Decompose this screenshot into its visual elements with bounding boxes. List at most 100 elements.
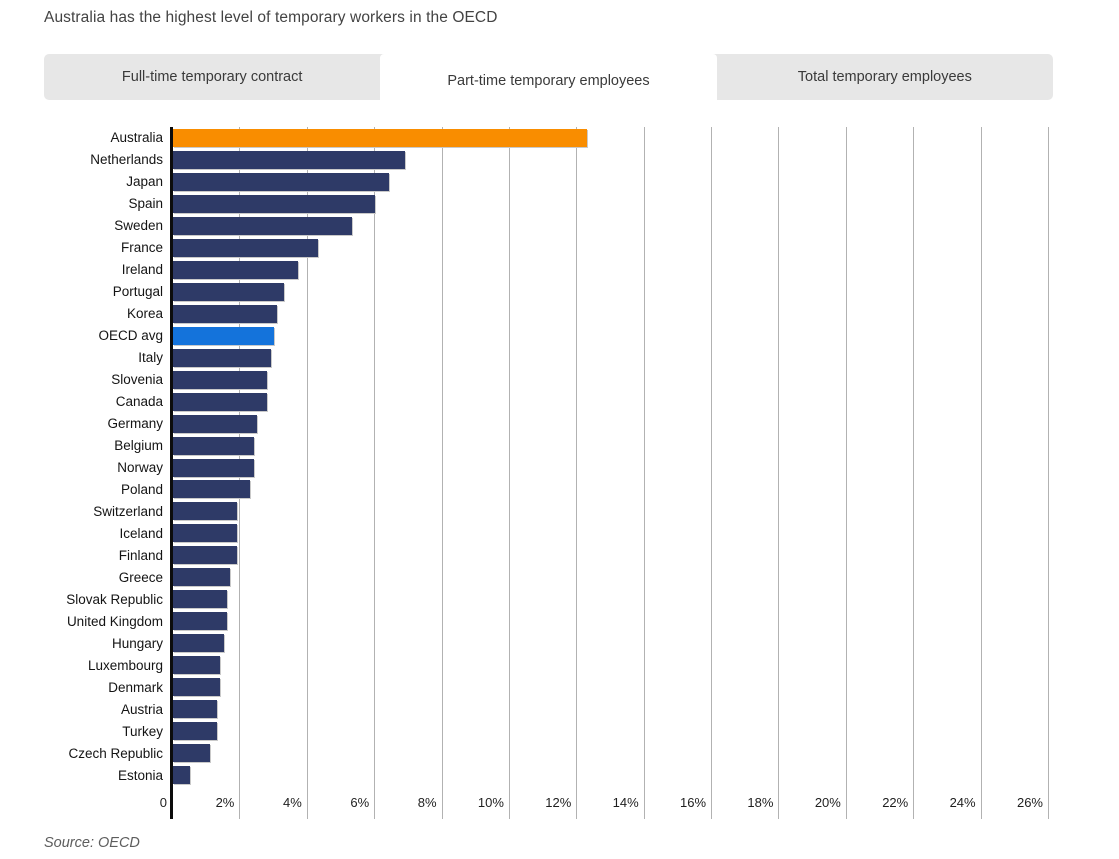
bar-row-korea: Korea xyxy=(0,303,1119,325)
bar-track-sweden xyxy=(163,216,1119,235)
bar-greece[interactable] xyxy=(173,568,231,587)
category-label-slovak-republic: Slovak Republic xyxy=(66,591,163,607)
bar-row-slovenia: Slovenia xyxy=(0,369,1119,391)
bar-canada[interactable] xyxy=(173,392,268,411)
category-label-spain: Spain xyxy=(128,196,163,212)
bar-row-italy: Italy xyxy=(0,347,1119,369)
bar-japan[interactable] xyxy=(173,172,389,191)
bar-track-czech-republic xyxy=(163,744,1119,763)
bar-united-kingdom[interactable] xyxy=(173,612,227,631)
bar-row-netherlands: Netherlands xyxy=(0,149,1119,171)
gridline-6% xyxy=(374,127,376,819)
tab-bar: Full-time temporary contract Part-time t… xyxy=(44,54,1053,108)
category-label-france: France xyxy=(120,240,163,256)
bar-slovak-republic[interactable] xyxy=(173,590,227,609)
bar-row-switzerland: Switzerland xyxy=(0,500,1119,522)
x-tick-label-14pct: 14% xyxy=(612,795,639,810)
category-label-australia: Australia xyxy=(110,130,163,146)
x-tick-label-4pct: 4% xyxy=(282,795,302,810)
bar-switzerland[interactable] xyxy=(173,502,237,521)
x-tick-label-8pct: 8% xyxy=(417,795,437,810)
bar-oecd-avg[interactable] xyxy=(173,326,275,345)
bar-row-slovak-republic: Slovak Republic xyxy=(0,588,1119,610)
bar-austria[interactable] xyxy=(173,700,217,719)
bar-turkey[interactable] xyxy=(173,722,217,741)
bar-track-oecd-avg xyxy=(163,326,1119,345)
bar-track-portugal xyxy=(163,282,1119,301)
bar-poland[interactable] xyxy=(173,480,251,499)
bar-track-spain xyxy=(163,194,1119,213)
bar-row-norway: Norway xyxy=(0,457,1119,479)
bar-track-denmark xyxy=(163,678,1119,697)
category-label-norway: Norway xyxy=(117,460,163,476)
bar-iceland[interactable] xyxy=(173,524,237,543)
chart-source: Source: OECD xyxy=(44,835,140,851)
bar-track-italy xyxy=(163,348,1119,367)
bar-sweden[interactable] xyxy=(173,216,352,235)
bar-denmark[interactable] xyxy=(173,678,221,697)
bar-hungary[interactable] xyxy=(173,634,224,653)
category-label-canada: Canada xyxy=(115,394,163,410)
tab-part-time-temporary-employees[interactable]: Part-time temporary employees xyxy=(380,54,717,108)
bar-row-austria: Austria xyxy=(0,698,1119,720)
category-label-turkey: Turkey xyxy=(122,723,163,739)
category-label-finland: Finland xyxy=(118,547,163,563)
bar-track-hungary xyxy=(163,634,1119,653)
bar-row-estonia: Estonia xyxy=(0,764,1119,786)
chart-rows: Australia Netherlands Japan Spain Sweden Fran… xyxy=(0,127,1119,786)
category-label-austria: Austria xyxy=(120,701,163,717)
category-label-czech-republic: Czech Republic xyxy=(68,745,163,761)
bar-row-czech-republic: Czech Republic xyxy=(0,742,1119,764)
category-label-japan: Japan xyxy=(126,174,163,190)
bar-row-greece: Greece xyxy=(0,566,1119,588)
bar-belgium[interactable] xyxy=(173,436,254,455)
bar-row-ireland: Ireland xyxy=(0,259,1119,281)
bar-track-ireland xyxy=(163,260,1119,279)
category-label-italy: Italy xyxy=(138,350,163,366)
bar-track-slovak-republic xyxy=(163,590,1119,609)
bar-track-korea xyxy=(163,304,1119,323)
bar-spain[interactable] xyxy=(173,194,376,213)
bar-germany[interactable] xyxy=(173,414,258,433)
bar-estonia[interactable] xyxy=(173,766,190,785)
tab-full-time-temporary-contract[interactable]: Full-time temporary contract xyxy=(121,69,303,85)
category-label-luxembourg: Luxembourg xyxy=(87,657,163,673)
category-label-germany: Germany xyxy=(107,416,163,432)
category-label-netherlands: Netherlands xyxy=(90,152,163,168)
bar-netherlands[interactable] xyxy=(173,150,406,169)
bar-luxembourg[interactable] xyxy=(173,656,221,675)
bar-italy[interactable] xyxy=(173,348,271,367)
bar-norway[interactable] xyxy=(173,458,254,477)
gridline-10% xyxy=(508,127,510,819)
bar-row-belgium: Belgium xyxy=(0,435,1119,457)
category-label-hungary: Hungary xyxy=(111,635,163,651)
category-label-estonia: Estonia xyxy=(117,767,163,783)
category-label-slovenia: Slovenia xyxy=(111,372,163,388)
bar-row-iceland: Iceland xyxy=(0,522,1119,544)
bar-portugal[interactable] xyxy=(173,282,285,301)
bar-row-denmark: Denmark xyxy=(0,676,1119,698)
tab-total-temporary-employees[interactable]: Total temporary employees xyxy=(797,69,972,85)
x-tick-label-6pct: 6% xyxy=(350,795,370,810)
bar-finland[interactable] xyxy=(173,546,237,565)
bar-row-portugal: Portugal xyxy=(0,281,1119,303)
bar-row-hungary: Hungary xyxy=(0,632,1119,654)
bar-ireland[interactable] xyxy=(173,260,298,279)
category-label-belgium: Belgium xyxy=(114,438,163,454)
bar-czech-republic[interactable] xyxy=(173,744,211,763)
bar-france[interactable] xyxy=(173,238,318,257)
category-label-sweden: Sweden xyxy=(114,218,163,234)
bar-track-slovenia xyxy=(163,370,1119,389)
x-tick-label-26pct: 26% xyxy=(1016,795,1043,810)
bar-track-united-kingdom xyxy=(163,612,1119,631)
category-label-portugal: Portugal xyxy=(112,284,163,300)
gridline-20% xyxy=(845,127,847,819)
bar-australia[interactable] xyxy=(173,128,588,147)
bar-korea[interactable] xyxy=(173,304,278,323)
x-tick-label-22pct: 22% xyxy=(882,795,909,810)
x-tick-label-16pct: 16% xyxy=(680,795,707,810)
bar-track-turkey xyxy=(163,722,1119,741)
bar-slovenia[interactable] xyxy=(173,370,268,389)
bar-row-france: France xyxy=(0,237,1119,259)
